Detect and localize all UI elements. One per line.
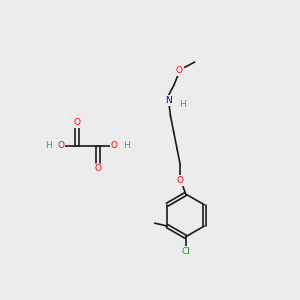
- Text: O: O: [57, 141, 64, 150]
- Text: H: H: [179, 100, 186, 109]
- Text: N: N: [165, 96, 172, 105]
- Text: O: O: [177, 176, 184, 185]
- Text: H: H: [123, 141, 130, 150]
- Text: Cl: Cl: [181, 247, 190, 256]
- Text: O: O: [111, 141, 118, 150]
- Text: H: H: [45, 141, 52, 150]
- Text: O: O: [176, 66, 183, 75]
- Text: O: O: [74, 118, 81, 127]
- Text: O: O: [94, 164, 101, 173]
